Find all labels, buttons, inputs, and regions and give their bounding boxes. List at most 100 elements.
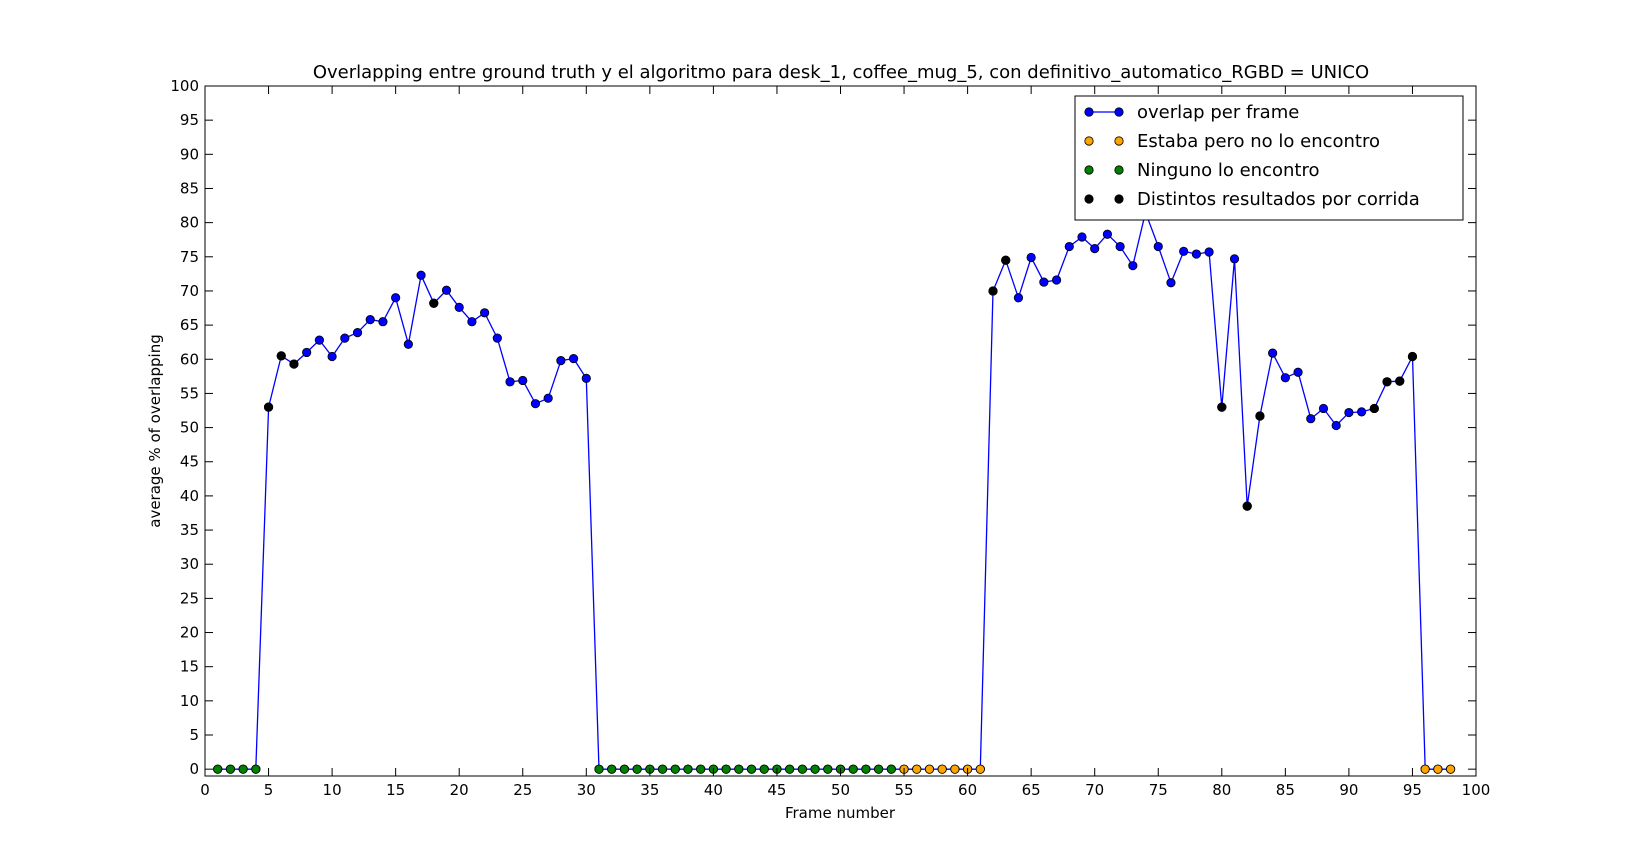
data-point-s0-66: [1051, 275, 1062, 285]
data-point-s0-90: [1357, 407, 1367, 417]
x-tick-label: 60: [958, 781, 977, 799]
data-point-s2-5: [607, 764, 617, 774]
x-tick-label: 75: [1149, 781, 1168, 799]
data-point-s0-65: [1039, 277, 1049, 287]
x-tick-label: 65: [1022, 781, 1041, 799]
data-point-s2-17: [759, 764, 769, 774]
y-tick-label: 95: [180, 111, 199, 129]
data-point-s0-72: [1128, 261, 1138, 271]
data-point-s0-86: [1306, 414, 1316, 424]
data-point-s0-64: [1026, 252, 1036, 263]
data-point-s2-19: [785, 764, 795, 774]
data-point-s3-4: [988, 286, 998, 296]
legend-label-0: overlap per frame: [1137, 102, 1299, 123]
x-tick-label: 80: [1212, 781, 1231, 799]
y-tick-label: 50: [180, 419, 199, 437]
x-tick-label: 55: [895, 781, 914, 799]
data-point-s2-11: [683, 764, 693, 774]
data-point-s3-6: [1217, 402, 1227, 412]
y-tick-label: 15: [180, 658, 199, 676]
data-point-s1-8: [1433, 764, 1443, 774]
legend-marker-3-b: [1114, 194, 1124, 204]
x-tick-label: 30: [577, 781, 596, 799]
x-tick-label: 5: [264, 781, 274, 799]
data-point-s2-4: [594, 764, 604, 774]
data-point-s0-15: [403, 339, 413, 349]
y-tick-label: 35: [180, 521, 199, 539]
data-point-s0-22: [492, 333, 502, 343]
data-point-s0-74: [1153, 241, 1163, 252]
data-point-s0-12: [365, 315, 375, 325]
y-axis-label: average % of overlapping: [146, 334, 164, 527]
data-point-s0-63: [1013, 293, 1024, 303]
data-point-s2-10: [670, 764, 680, 774]
data-point-s0-14: [391, 293, 401, 303]
legend-label-2: Ninguno lo encontro: [1137, 160, 1319, 181]
series-line-0: [217, 210, 1451, 770]
data-point-s3-12: [1407, 351, 1418, 362]
x-tick-label: 10: [323, 781, 342, 799]
data-point-s0-8: [314, 335, 324, 345]
legend-label-1: Estaba pero no lo encontro: [1137, 131, 1380, 152]
y-tick-label: 75: [180, 248, 199, 266]
y-tick-label: 20: [180, 624, 199, 642]
x-tick-label: 0: [200, 781, 210, 799]
data-point-s2-3: [251, 764, 261, 774]
data-point-s0-13: [378, 317, 388, 327]
data-point-s0-67: [1064, 241, 1074, 252]
y-tick-label: 100: [170, 77, 199, 95]
data-point-s2-24: [848, 764, 858, 774]
y-tick-label: 65: [180, 316, 199, 334]
x-axis-label: Frame number: [785, 804, 896, 822]
data-point-s2-21: [810, 764, 820, 774]
chart-title: Overlapping entre ground truth y el algo…: [313, 62, 1369, 83]
data-point-s0-23: [505, 377, 515, 387]
data-point-s2-16: [746, 764, 757, 774]
x-tick-label: 25: [513, 781, 532, 799]
data-point-s1-1: [912, 764, 922, 774]
y-tick-label: 80: [180, 214, 199, 232]
data-point-s3-10: [1382, 377, 1392, 387]
data-point-s1-3: [937, 764, 947, 774]
data-point-s0-77: [1191, 249, 1201, 259]
x-tick-label: 20: [450, 781, 469, 799]
data-point-s2-14: [721, 764, 731, 774]
data-point-s0-16: [416, 270, 426, 280]
data-point-s2-12: [696, 764, 706, 774]
data-point-s0-24: [518, 375, 528, 386]
data-point-s0-70: [1102, 229, 1113, 239]
data-point-s0-25: [530, 399, 541, 409]
x-tick-label: 70: [1085, 781, 1104, 799]
data-point-s3-9: [1369, 403, 1379, 414]
x-tick-label: 90: [1339, 781, 1358, 799]
legend-marker-1: [1084, 136, 1094, 146]
y-tick-label: 90: [180, 145, 199, 163]
data-point-s1-7: [1420, 764, 1430, 774]
legend-box: [1074, 95, 1464, 221]
y-tick-label: 10: [180, 692, 199, 710]
x-tick-label: 100: [1462, 781, 1491, 799]
data-point-s2-27: [886, 764, 896, 774]
data-point-s0-84: [1280, 373, 1290, 383]
data-point-s0-21: [480, 308, 490, 318]
data-point-s0-7: [302, 347, 312, 358]
data-point-s2-6: [619, 764, 630, 774]
data-point-s0-27: [556, 356, 566, 366]
data-point-s0-76: [1179, 246, 1189, 256]
data-point-s1-4: [950, 764, 960, 774]
y-tick-label: 85: [180, 179, 199, 197]
data-point-s0-78: [1204, 247, 1214, 257]
data-point-s2-20: [797, 764, 807, 774]
data-point-s0-69: [1090, 243, 1100, 254]
data-point-s0-11: [352, 328, 363, 338]
data-point-s1-9: [1445, 764, 1456, 774]
data-point-s2-0: [213, 764, 223, 774]
y-tick-label: 40: [180, 487, 199, 505]
axis-ticks: 0 5 10 15 20 25 30 35 40 45 50 55 60 65 70 75 80 85 90 95 10…: [170, 77, 1490, 799]
data-point-s3-5: [1001, 255, 1011, 265]
data-point-s2-25: [861, 764, 871, 774]
data-point-s0-18: [441, 285, 452, 295]
plot-area: [213, 207, 1456, 774]
data-point-s0-19: [454, 302, 464, 312]
